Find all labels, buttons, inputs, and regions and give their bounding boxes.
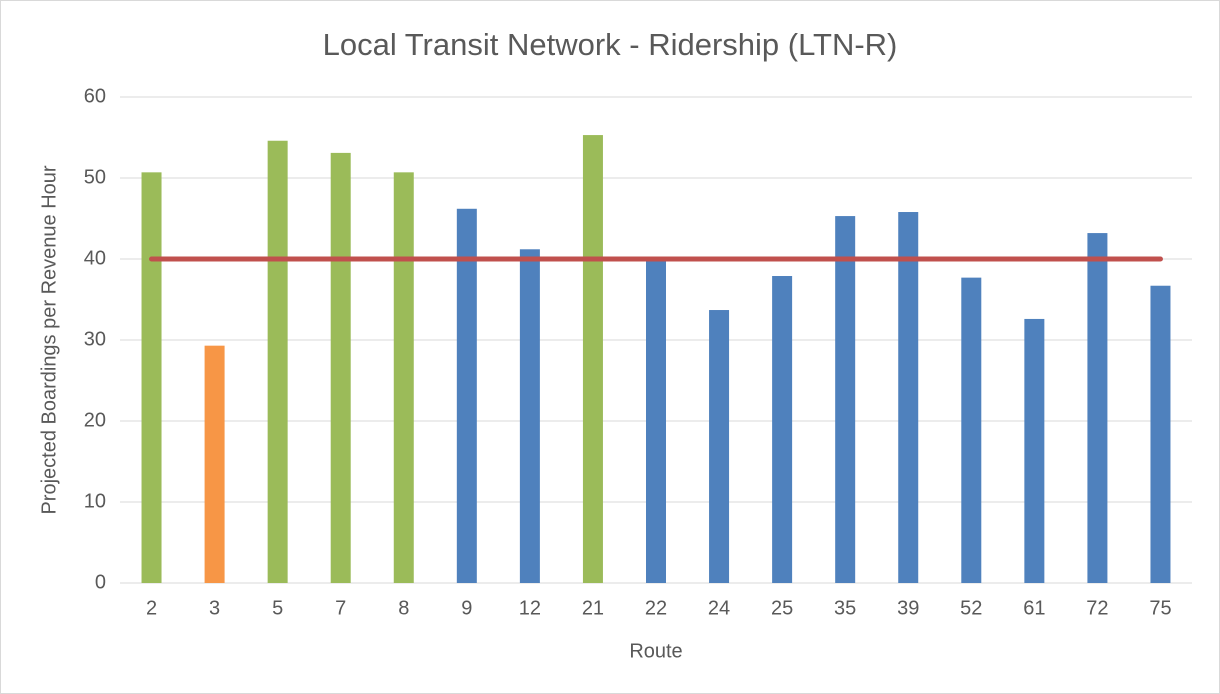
bar [709, 310, 730, 583]
y-tick-label: 20 [84, 409, 106, 431]
bar [1087, 233, 1108, 583]
y-axis-label: Projected Boardings per Revenue Hour [38, 165, 60, 514]
bar [267, 140, 288, 584]
bar [519, 249, 540, 583]
bar [330, 152, 351, 583]
x-tick-label: 22 [645, 597, 667, 619]
x-tick-label: 8 [398, 597, 409, 619]
x-tick-label: 2 [146, 597, 157, 619]
x-tick-label: 25 [771, 597, 793, 619]
bar [898, 212, 919, 583]
x-tick-label: 24 [708, 597, 730, 619]
x-tick-label: 3 [209, 597, 220, 619]
x-tick-label: 9 [461, 597, 472, 619]
x-tick-label: 5 [272, 597, 283, 619]
chart-title: Local Transit Network - Ridership (LTN-R… [323, 27, 898, 62]
bar [582, 135, 603, 583]
y-tick-label: 0 [95, 571, 106, 593]
bar [141, 172, 162, 583]
y-tick-label: 50 [84, 166, 106, 188]
x-tick-label: 7 [335, 597, 346, 619]
bar [835, 216, 856, 583]
bar [1024, 318, 1045, 583]
bar [393, 172, 414, 583]
x-tick-label: 61 [1023, 597, 1045, 619]
bar [204, 345, 225, 583]
x-axis-label: Route [629, 640, 682, 662]
bar [646, 259, 666, 583]
x-tick-label: 52 [960, 597, 982, 619]
bar [1150, 285, 1171, 583]
bar [961, 277, 982, 583]
bar [772, 276, 793, 583]
y-tick-label: 60 [84, 85, 106, 107]
y-tick-label: 10 [84, 490, 106, 512]
x-tick-label: 72 [1086, 597, 1108, 619]
x-tick-label: 35 [834, 597, 856, 619]
y-tick-label: 30 [84, 328, 106, 350]
x-tick-label: 75 [1149, 597, 1171, 619]
x-tick-label: 21 [582, 597, 604, 619]
y-tick-label: 40 [84, 247, 106, 269]
x-tick-label: 12 [519, 597, 541, 619]
bar [456, 208, 477, 583]
x-tick-label: 39 [897, 597, 919, 619]
